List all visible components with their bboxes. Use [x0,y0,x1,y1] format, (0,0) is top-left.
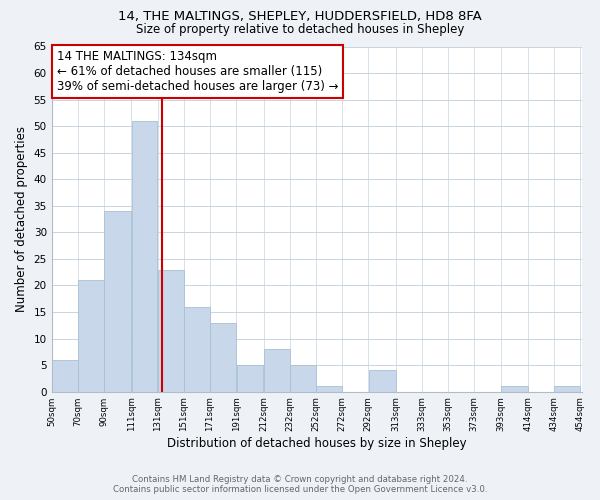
Y-axis label: Number of detached properties: Number of detached properties [15,126,28,312]
Bar [158,270,184,392]
Bar [316,386,342,392]
Bar [78,280,104,392]
Bar [132,121,157,392]
Bar [554,386,580,392]
Bar [211,322,236,392]
Bar [236,365,263,392]
Bar [501,386,527,392]
Text: 14 THE MALTINGS: 134sqm
← 61% of detached houses are smaller (115)
39% of semi-d: 14 THE MALTINGS: 134sqm ← 61% of detache… [57,50,338,93]
Bar [184,306,209,392]
Text: Contains HM Land Registry data © Crown copyright and database right 2024.
Contai: Contains HM Land Registry data © Crown c… [113,474,487,494]
X-axis label: Distribution of detached houses by size in Shepley: Distribution of detached houses by size … [167,437,466,450]
Text: 14, THE MALTINGS, SHEPLEY, HUDDERSFIELD, HD8 8FA: 14, THE MALTINGS, SHEPLEY, HUDDERSFIELD,… [118,10,482,23]
Bar [264,349,290,392]
Bar [290,365,316,392]
Bar [368,370,395,392]
Bar [104,211,131,392]
Text: Size of property relative to detached houses in Shepley: Size of property relative to detached ho… [136,22,464,36]
Bar [52,360,77,392]
